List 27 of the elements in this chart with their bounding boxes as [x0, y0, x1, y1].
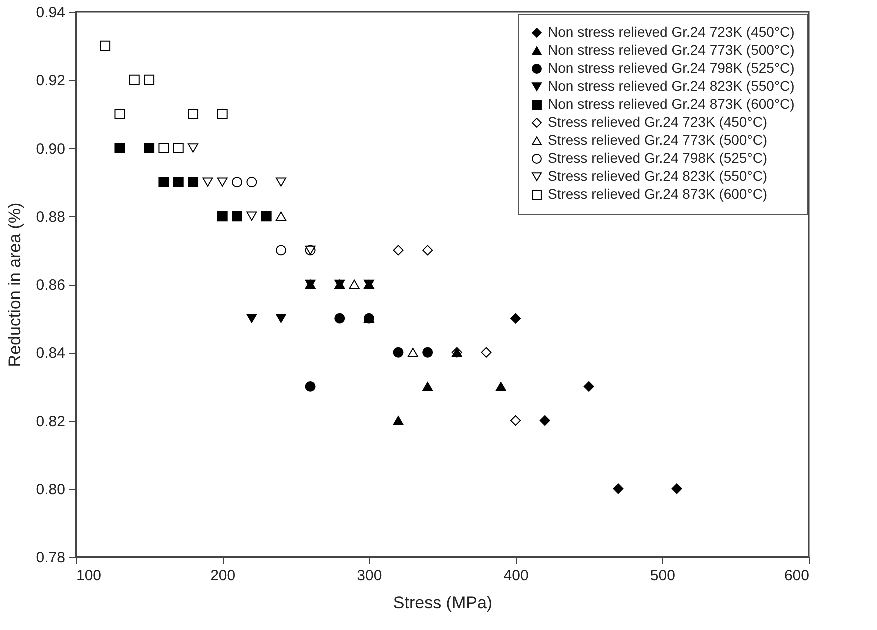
legend-label: Non stress relieved Gr.24 823K (550°C)	[548, 78, 795, 94]
x-tick-label: 100	[76, 568, 102, 584]
legend-label: Stress relieved Gr.24 823K (550°C)	[548, 168, 768, 184]
y-tick-label: 0.80	[36, 481, 66, 498]
legend-label: Non stress relieved Gr.24 798K (525°C)	[548, 60, 795, 76]
y-tick-label: 0.86	[36, 277, 66, 294]
legend-label: Stress relieved Gr.24 773K (500°C)	[548, 132, 768, 148]
legend-label: Stress relieved Gr.24 873K (600°C)	[548, 186, 768, 202]
y-tick-label: 0.88	[36, 208, 66, 226]
y-tick-label: 0.78	[36, 550, 66, 566]
legend-label: Stress relieved Gr.24 723K (450°C)	[548, 114, 768, 130]
x-axis-title: Stress (MPa)	[393, 594, 493, 612]
x-tick-label: 600	[784, 568, 810, 584]
y-tick-label: 0.90	[36, 140, 66, 158]
y-tick-label: 0.82	[36, 413, 66, 430]
y-axis-title: Reduction in area (%)	[5, 202, 24, 368]
x-tick-label: 500	[650, 568, 676, 584]
y-tick-label: 0.84	[36, 345, 66, 362]
y-tick-label: 0.94	[36, 4, 66, 22]
legend-label: Stress relieved Gr.24 798K (525°C)	[548, 150, 768, 166]
legend-label: Non stress relieved Gr.24 773K (500°C)	[548, 42, 795, 58]
x-tick-label: 400	[504, 568, 529, 584]
x-tick-label: 200	[210, 568, 236, 584]
legend-label: Non stress relieved Gr.24 723K (450°C)	[548, 24, 795, 40]
y-tick-label: 0.92	[36, 72, 66, 90]
x-tick-label: 300	[357, 568, 382, 584]
legend-label: Non stress relieved Gr.24 873K (600°C)	[548, 96, 795, 112]
